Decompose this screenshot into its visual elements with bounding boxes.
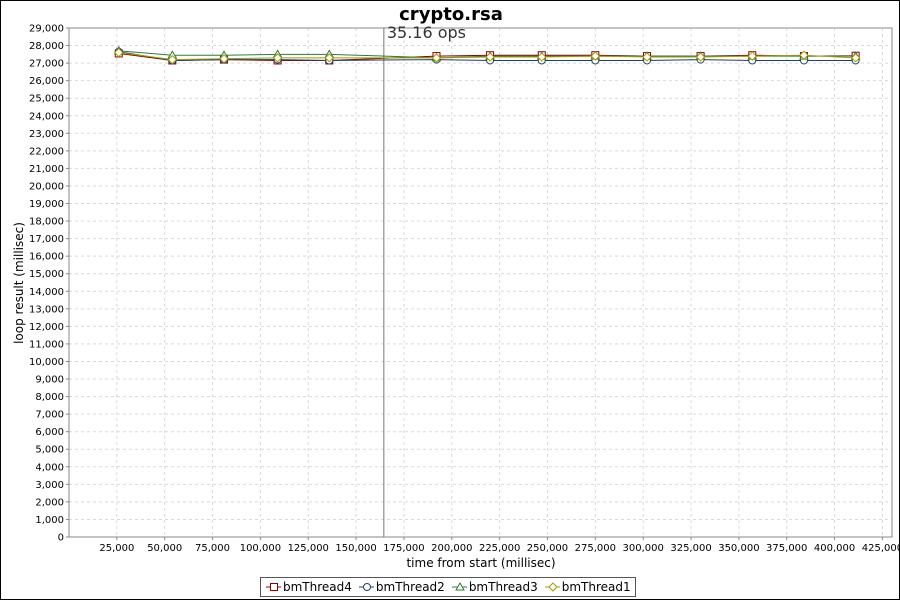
- data-point-bmThread1: [324, 53, 335, 63]
- x-tick-label: 150,000: [335, 543, 376, 554]
- y-tick-label: 25,000: [29, 94, 64, 105]
- data-point-bmThread1: [642, 52, 652, 62]
- y-tick-label: 6,000: [35, 427, 64, 438]
- y-tick-label: 26,000: [29, 76, 64, 87]
- x-tick-label: 175,000: [383, 543, 424, 554]
- x-axis-title: time from start (millisec): [406, 556, 555, 570]
- y-tick-label: 1,000: [35, 515, 64, 526]
- plot-area: 0 1,000 2,000 3,000 4,000 5,000 6,000 7,000 8,00…: [29, 23, 899, 554]
- legend-label: bmThread1: [561, 580, 631, 594]
- x-tick-label: 75,000: [195, 543, 230, 554]
- legend-label: bmThread2: [375, 580, 445, 594]
- y-tick-label: 11,000: [29, 339, 64, 350]
- x-tick-label: 425,000: [862, 543, 899, 554]
- x-tick-label: 300,000: [623, 543, 664, 554]
- x-tick-label: 125,000: [288, 543, 329, 554]
- y-tick-label: 27,000: [29, 59, 64, 70]
- data-point-bmThread1: [590, 51, 601, 61]
- chart-title: crypto.rsa: [399, 4, 503, 25]
- data-point-bmThread1: [850, 53, 861, 63]
- y-tick-label: 24,000: [29, 111, 64, 122]
- y-tick-label: 13,000: [29, 304, 64, 315]
- y-tick-label: 9,000: [35, 375, 64, 386]
- data-point-bmThread1: [537, 52, 547, 62]
- x-tick-label: 350,000: [718, 543, 759, 554]
- y-tick-label: 7,000: [35, 410, 64, 421]
- series-line-bmThread2: [118, 51, 856, 61]
- data-point-bmThread1: [219, 54, 229, 64]
- y-tick-label: 21,000: [29, 164, 64, 175]
- vertical-marker-label: 35.16 ops: [387, 23, 466, 42]
- legend-swatch: [358, 583, 374, 591]
- y-tick-label: 17,000: [29, 234, 64, 245]
- plot-border: [68, 27, 893, 538]
- legend-swatch: [266, 583, 281, 591]
- y-tick-label: 10,000: [29, 357, 64, 368]
- y-tick-label: 22,000: [29, 146, 64, 157]
- y-tick-label: 19,000: [29, 199, 64, 210]
- y-tick-label: 15,000: [29, 269, 64, 280]
- x-tick-label: 100,000: [240, 543, 281, 554]
- y-tick-label: 16,000: [29, 252, 64, 263]
- legend-item: bmThread1: [544, 580, 631, 594]
- y-tick-label: 8,000: [35, 392, 64, 403]
- y-tick-label: 3,000: [35, 480, 64, 491]
- y-tick-label: 5,000: [35, 445, 64, 456]
- legend-swatch: [544, 582, 560, 592]
- series-line-bmThread1: [118, 52, 856, 61]
- y-tick-label: 23,000: [29, 129, 64, 140]
- x-tick-label: 275,000: [575, 543, 616, 554]
- x-tick-label: 400,000: [814, 543, 855, 554]
- legend-item: bmThread4: [265, 580, 352, 594]
- data-point-bmThread1: [167, 54, 178, 65]
- x-tick-label: 25,000: [99, 543, 134, 554]
- x-tick-label: 50,000: [147, 543, 182, 554]
- y-tick-label: 29,000: [29, 24, 64, 35]
- plot-background: [69, 28, 892, 537]
- y-tick-label: 18,000: [29, 217, 64, 228]
- data-point-bmThread1: [695, 52, 706, 62]
- y-tick-label: 0: [58, 533, 64, 544]
- chart-legend: bmThread4 bmThread2 bmThread3 bmThread1: [260, 577, 636, 597]
- data-point-bmThread1: [431, 53, 442, 63]
- x-tick-label: 375,000: [766, 543, 807, 554]
- legend-label: bmThread4: [283, 580, 352, 594]
- y-tick-label: 12,000: [29, 322, 64, 333]
- data-point-bmThread1: [799, 50, 809, 60]
- data-point-bmThread1: [485, 52, 495, 62]
- x-tick-label: 225,000: [479, 543, 520, 554]
- y-tick-label: 2,000: [35, 497, 64, 508]
- x-tick-label: 325,000: [670, 543, 711, 554]
- legend-swatch: [451, 581, 467, 591]
- x-tick-label: 200,000: [431, 543, 472, 554]
- y-tick-label: 28,000: [29, 41, 64, 52]
- y-axis-title: loop result (millisec): [12, 222, 26, 344]
- y-tick-label: 4,000: [35, 462, 64, 473]
- legend-label: bmThread3: [468, 580, 538, 594]
- y-tick-label: 20,000: [29, 181, 64, 192]
- legend-item: bmThread3: [451, 580, 538, 594]
- data-point-bmThread1: [114, 47, 124, 58]
- x-tick-label: 250,000: [527, 543, 568, 554]
- data-point-bmThread1: [747, 51, 757, 61]
- data-point-bmThread1: [272, 53, 283, 63]
- y-tick-label: 14,000: [29, 287, 64, 298]
- legend-item: bmThread2: [358, 580, 445, 594]
